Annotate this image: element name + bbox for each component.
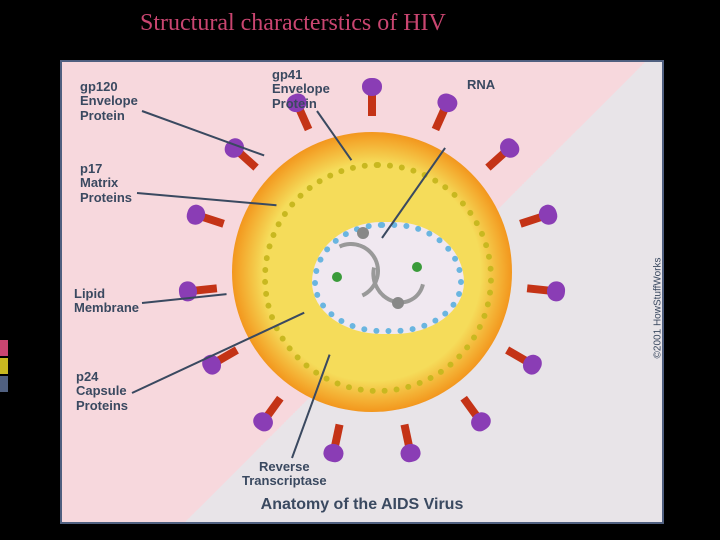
envelope-spike	[401, 424, 414, 449]
copyright-text: ©2001 HowStuffWorks	[653, 258, 664, 359]
label-p17: p17 Matrix Proteins	[80, 162, 132, 205]
diagram-container: gp120 Envelope Protein gp41 Envelope Pro…	[60, 60, 664, 524]
enzyme-dot	[332, 272, 342, 282]
envelope-spike	[263, 396, 284, 420]
label-lipid: Lipid Membrane	[74, 287, 139, 316]
envelope-spike	[460, 396, 481, 420]
label-gp41: gp41 Envelope Protein	[272, 68, 330, 111]
envelope-spike	[368, 92, 376, 116]
label-rt: Reverse Transcriptase	[242, 460, 327, 489]
envelope-spike	[432, 106, 449, 131]
slide-title: Structural characterstics of HIV	[140, 10, 446, 37]
envelope-spike	[527, 284, 552, 294]
envelope-spike	[200, 213, 225, 228]
virus-structure	[212, 112, 532, 432]
stripe-2	[0, 358, 8, 374]
envelope-spike	[505, 347, 530, 366]
label-p24: p24 Capsule Proteins	[76, 370, 128, 413]
envelope-spike	[485, 149, 508, 171]
stripe-3	[0, 376, 8, 392]
label-rna: RNA	[467, 78, 495, 92]
diagram-caption: Anatomy of the AIDS Virus	[62, 496, 662, 514]
label-gp120: gp120 Envelope Protein	[80, 80, 138, 123]
stripe-1	[0, 340, 8, 356]
envelope-spike	[193, 284, 218, 294]
rt-dot	[357, 227, 369, 239]
rt-dot	[392, 297, 404, 309]
envelope-spike	[519, 213, 544, 228]
envelope-spike	[331, 424, 344, 449]
enzyme-dot	[412, 262, 422, 272]
